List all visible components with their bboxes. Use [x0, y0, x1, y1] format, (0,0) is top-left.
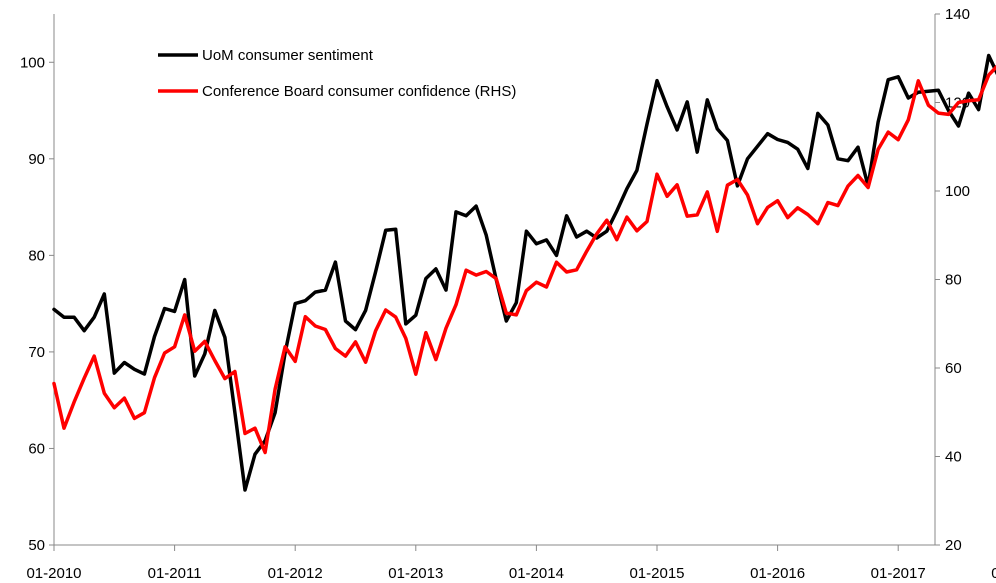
y-left-tick-label: 80	[28, 247, 45, 264]
series-line-conference-board	[52, 64, 996, 455]
y-right-tick-label: 40	[945, 449, 962, 466]
x-tick-label: 01-2017	[871, 565, 926, 582]
series-group	[52, 53, 996, 492]
legend-label-uom: UoM consumer sentiment	[202, 47, 374, 64]
x-tick-label: 01-2016	[750, 565, 805, 582]
series-line-uom	[52, 53, 996, 492]
y-left-tick-label: 90	[28, 151, 45, 168]
legend: UoM consumer sentiment Conference Board c…	[158, 47, 516, 100]
x-tick-label: 01-2018	[991, 565, 996, 582]
legend-label-conference-board: Conference Board consumer confidence (RH…	[202, 83, 516, 100]
x-tick-label: 01-2012	[268, 565, 323, 582]
y-left-tick-label: 100	[20, 54, 45, 71]
x-tick-label: 01-2013	[388, 565, 443, 582]
y-right-tick-label: 100	[945, 183, 970, 200]
x-tick-label: 01-2015	[629, 565, 684, 582]
x-tick-label: 01-2010	[26, 565, 81, 582]
y-right-tick-label: 20	[945, 537, 962, 554]
y-left-tick-label: 60	[28, 440, 45, 457]
y-left-tick-label: 50	[28, 537, 45, 554]
y-left-tick-label: 70	[28, 344, 45, 361]
x-tick-label: 01-2011	[148, 565, 202, 582]
y-right-tick-label: 80	[945, 272, 962, 289]
y-right-tick-label: 60	[945, 360, 962, 377]
x-tick-label: 01-2014	[509, 565, 564, 582]
y-right-tick-label: 140	[945, 6, 970, 23]
